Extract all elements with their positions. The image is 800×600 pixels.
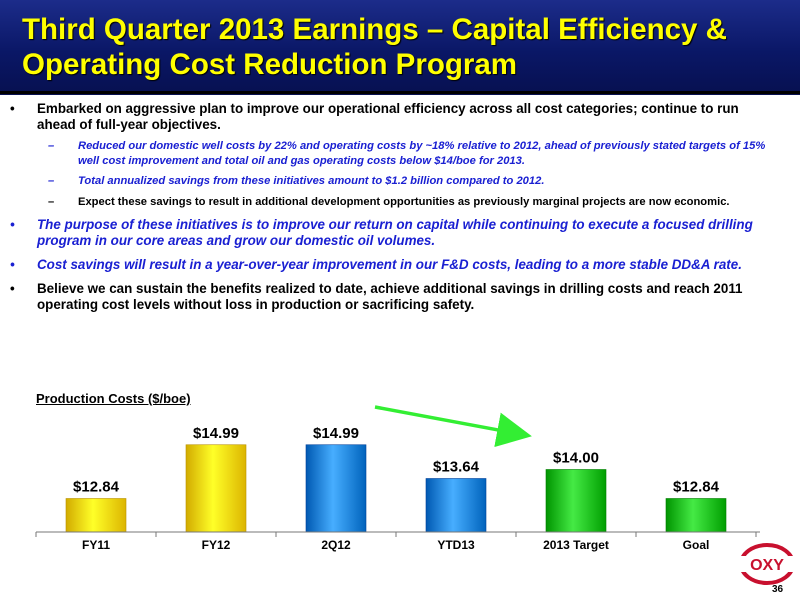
bar-fy11	[65, 498, 127, 533]
sub-bullet-marker: –	[48, 175, 55, 187]
sub-bullet-text: Reduced our domestic well costs by 22% a…	[78, 140, 766, 167]
bar-fy12	[185, 444, 247, 533]
data-label: $12.84	[673, 479, 720, 496]
page-title: Third Quarter 2013 Earnings – Capital Ef…	[22, 12, 792, 82]
category-label: YTD13	[437, 538, 475, 552]
category-label: Goal	[683, 538, 710, 552]
bullet-item: • The purpose of these initiatives is to…	[10, 217, 780, 249]
bar-2013-target	[545, 469, 607, 533]
bullet-marker: •	[10, 281, 15, 296]
bullet-list: • Embarked on aggressive plan to improve…	[10, 101, 780, 313]
title-divider	[0, 91, 800, 94]
data-label: $12.84	[73, 479, 120, 496]
bullet-text: The purpose of these initiatives is to i…	[37, 217, 753, 248]
sub-bullet-marker: –	[48, 195, 55, 208]
bar-2q12	[305, 444, 367, 533]
bullet-text: Embarked on aggressive plan to improve o…	[37, 101, 739, 132]
page-title-line-1: Third Quarter 2013 Earnings – Capital Ef…	[22, 13, 727, 46]
sub-bullet-marker: –	[48, 140, 55, 152]
bullet-text: Believe we can sustain the benefits real…	[37, 281, 743, 312]
sub-bullet-text: Total annualized savings from these init…	[78, 175, 545, 187]
chart-title: Production Costs ($/boe)	[36, 391, 191, 406]
sub-bullet-item: – Expect these savings to result in addi…	[10, 195, 780, 210]
bullet-item: • Cost savings will result in a year-ove…	[10, 257, 780, 273]
category-label: 2Q12	[321, 538, 351, 552]
bar-ytd13	[425, 478, 487, 533]
page-title-line-2: Operating Cost Reduction Program	[22, 48, 517, 81]
category-label: FY12	[202, 538, 231, 552]
bullet-item: • Believe we can sustain the benefits re…	[10, 281, 780, 313]
bullet-marker: •	[10, 257, 15, 272]
bullet-marker: •	[10, 217, 15, 232]
bullet-item: • Embarked on aggressive plan to improve…	[10, 101, 780, 133]
data-label: $14.00	[553, 450, 599, 467]
trend-arrow	[374, 405, 532, 448]
bullet-marker: •	[10, 101, 15, 116]
page-number: 36	[772, 584, 784, 595]
category-label: 2013 Target	[543, 538, 609, 552]
title-banner: Third Quarter 2013 Earnings – Capital Ef…	[0, 0, 800, 95]
production-costs-chart: $12.84 $14.99 $14.99 $13.64 $14.00 $12.84 FY1…	[35, 405, 760, 552]
sub-bullet-item: – Reduced our domestic well costs by 22%…	[10, 139, 780, 168]
data-label: $14.99	[313, 425, 359, 442]
category-label: FY11	[82, 538, 110, 552]
bar-goal	[665, 498, 727, 533]
bullet-text: Cost savings will result in a year-over-…	[37, 257, 742, 272]
logo-text: OXY	[750, 557, 784, 574]
oxy-logo: OXY	[737, 543, 797, 585]
data-label: $14.99	[193, 425, 239, 442]
sub-bullet-item: – Total annualized savings from these in…	[10, 174, 780, 189]
data-label: $13.64	[433, 459, 480, 476]
sub-bullet-text: Expect these savings to result in additi…	[78, 195, 730, 208]
